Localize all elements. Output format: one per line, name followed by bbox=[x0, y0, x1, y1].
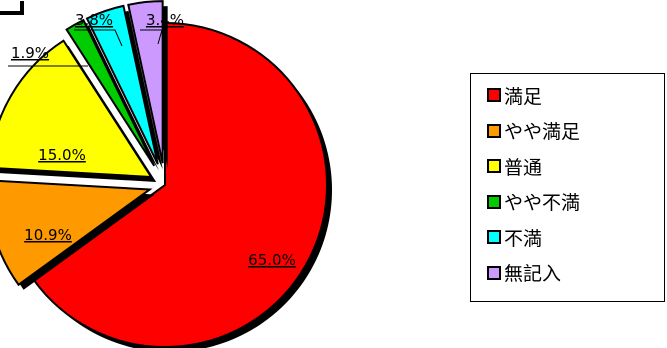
legend-item-neutral: 普通 bbox=[487, 151, 542, 181]
legend-swatch-no-answer bbox=[487, 265, 501, 280]
legend-label-dissatisfied: 不満 bbox=[504, 227, 543, 250]
pie-slice-somewhat-satisfied bbox=[0, 180, 153, 287]
legend-label-satisfied: 満足 bbox=[504, 85, 543, 108]
legend-swatch-neutral bbox=[487, 159, 501, 173]
legend-swatch-somewhat-dissatisfied bbox=[487, 194, 501, 209]
legend-label-neutral: 普通 bbox=[504, 156, 543, 179]
data-label-neutral: 15.0% bbox=[38, 146, 86, 164]
legend-item-no-answer: 無記入 bbox=[487, 258, 561, 288]
pie-slice-no-answer bbox=[127, 0, 164, 164]
data-label-satisfied: 65.0% bbox=[248, 251, 296, 269]
pie-slice-satisfied bbox=[32, 21, 328, 348]
legend-item-somewhat-dissatisfied: やや不満 bbox=[487, 187, 580, 217]
pie-slice-neutral bbox=[0, 39, 154, 179]
data-label-no-answer: 3.4% bbox=[146, 11, 184, 29]
legend-label-somewhat-satisfied: やや満足 bbox=[504, 121, 581, 143]
leader-line-dissatisfied bbox=[74, 29, 123, 47]
legend-item-somewhat-satisfied: やや満足 bbox=[487, 116, 580, 146]
legend-item-dissatisfied: 不満 bbox=[487, 222, 542, 252]
legend-swatch-satisfied bbox=[487, 88, 501, 102]
legend-item-satisfied: 満足 bbox=[487, 80, 542, 110]
legend-swatch-dissatisfied bbox=[487, 230, 501, 244]
data-label-dissatisfied: 3.8% bbox=[75, 11, 113, 29]
pie-chart: 65.0% 10.9% 15.0% 1.9% 3.8% 3.4% bbox=[0, 0, 332, 348]
legend-swatch-somewhat-satisfied bbox=[487, 123, 501, 138]
legend-label-no-answer: 無記入 bbox=[504, 263, 562, 285]
data-label-somewhat-satisfied: 10.9% bbox=[24, 226, 72, 244]
data-label-somewhat-dissatisfied: 1.9% bbox=[11, 44, 49, 62]
leader-line-no-answer bbox=[140, 29, 163, 45]
pie-slice-dissatisfied bbox=[85, 4, 159, 165]
pie-slice-somewhat-dissatisfied bbox=[65, 18, 156, 167]
chart-legend: 満足やや満足普通やや不満不満無記入 bbox=[470, 73, 665, 302]
legend-label-somewhat-dissatisfied: やや不満 bbox=[504, 192, 581, 214]
corner-frame-decoration bbox=[0, 0, 40, 15]
